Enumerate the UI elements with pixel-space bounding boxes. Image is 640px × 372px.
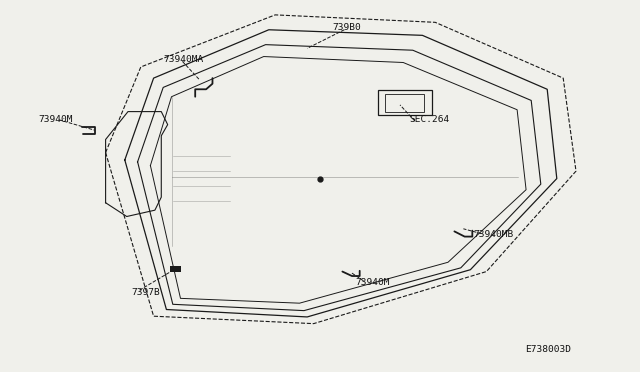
Bar xyxy=(378,90,432,115)
Text: 739B0: 739B0 xyxy=(333,23,362,32)
Text: E738003D: E738003D xyxy=(525,345,571,354)
Text: 73940MA: 73940MA xyxy=(163,55,204,64)
Text: 7397B: 7397B xyxy=(131,288,160,296)
Bar xyxy=(170,266,181,272)
Bar xyxy=(385,94,424,112)
Text: SEC.264: SEC.264 xyxy=(410,115,450,124)
Text: 73940M: 73940M xyxy=(355,278,390,287)
Text: 73940M: 73940M xyxy=(38,115,73,124)
Text: 73940MB: 73940MB xyxy=(474,230,514,239)
